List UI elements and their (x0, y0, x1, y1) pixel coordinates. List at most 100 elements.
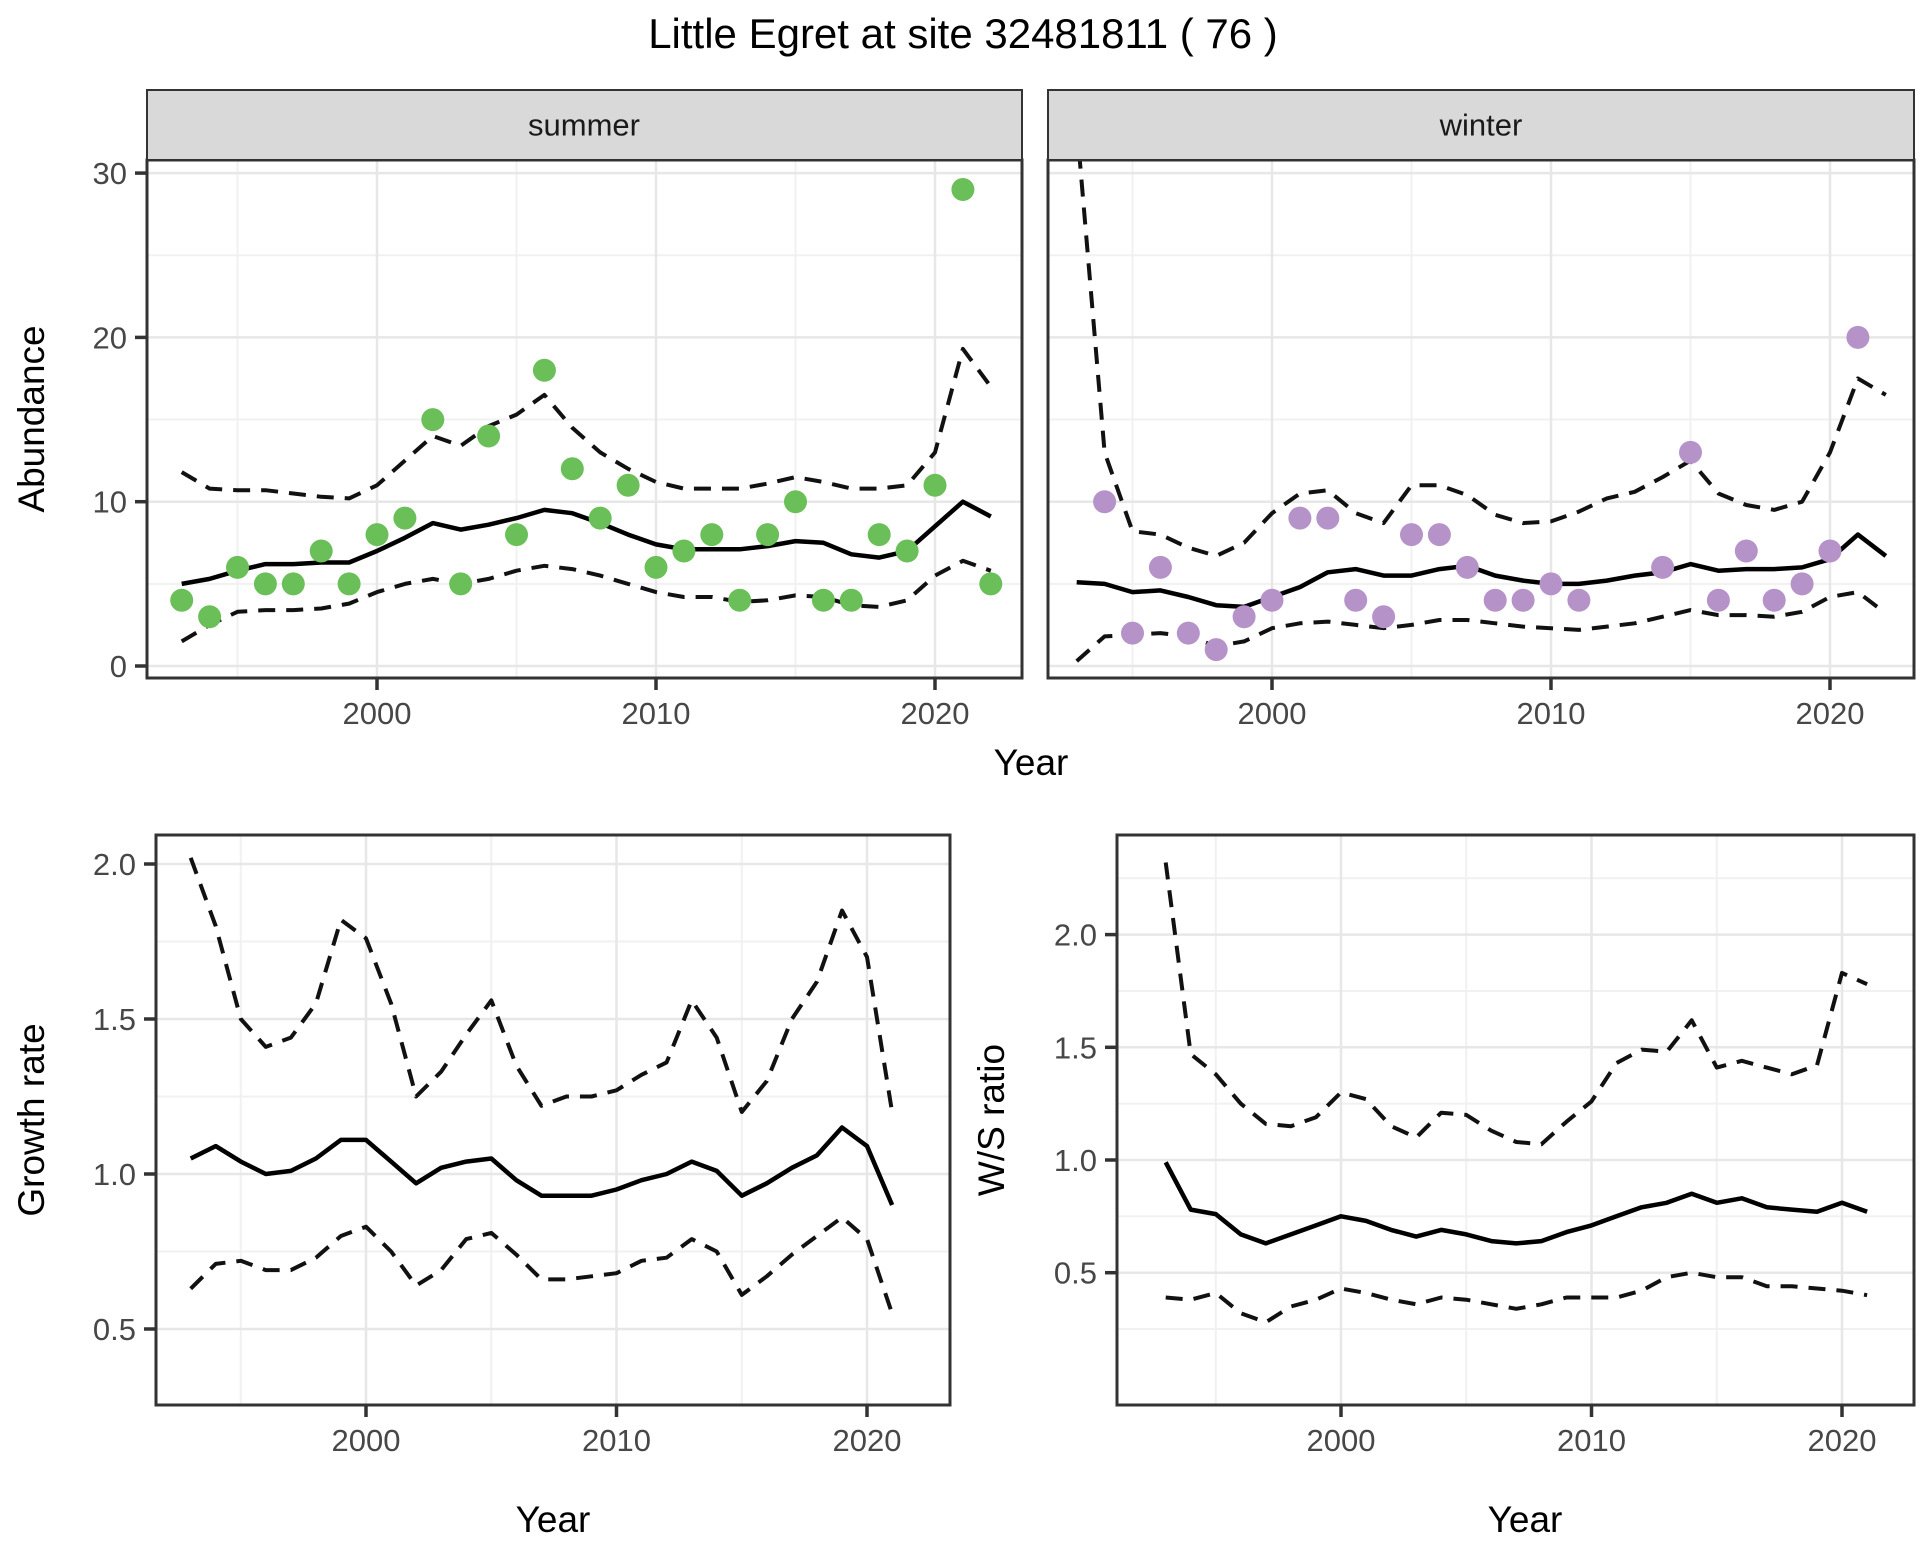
data-point (505, 523, 528, 547)
data-point (1818, 539, 1842, 563)
data-point (728, 588, 752, 612)
y-axis-title-abundance: Abundance (11, 325, 52, 512)
data-point (281, 572, 305, 596)
x-tick-label: 2020 (1808, 1423, 1877, 1458)
x-tick-label: 2010 (1557, 1423, 1626, 1458)
mean-line (189, 1125, 895, 1206)
upper-ci-line (1077, 160, 1887, 558)
mean-line (1076, 532, 1888, 610)
summer-abundance-panel: 2000 2010 2020 0 10 20 30 (93, 89, 1024, 731)
data-point (951, 178, 975, 201)
data-point (644, 555, 668, 579)
panel-background (156, 835, 950, 1405)
axis-ticks: 2000 2010 2020 0.5 1.0 1.5 2.0 (1054, 918, 1877, 1458)
data-point (867, 523, 891, 547)
data-point (560, 457, 584, 481)
data-point (700, 523, 724, 547)
x-axis-title-year-top: Year (994, 742, 1069, 783)
y-tick-label: 1.0 (93, 1157, 136, 1192)
data-point (1260, 588, 1284, 612)
data-point (1372, 605, 1396, 629)
gridlines (1117, 835, 1914, 1405)
x-tick-label: 2020 (901, 696, 970, 731)
data-point (1121, 621, 1144, 645)
data-point (198, 605, 222, 629)
data-point (1148, 555, 1172, 579)
data-point (923, 473, 947, 497)
data-point (1567, 588, 1591, 612)
data-point (1651, 555, 1675, 579)
data-point (1316, 506, 1340, 530)
data-point (1846, 325, 1870, 349)
data-point (588, 506, 612, 530)
data-point (253, 572, 277, 596)
y-tick-label: 0.5 (1054, 1256, 1097, 1291)
data-point (1288, 506, 1312, 530)
data-point (337, 572, 361, 596)
y-tick-label: 30 (93, 156, 127, 191)
data-point (421, 408, 445, 432)
data-point (1483, 588, 1507, 612)
data-point (1344, 588, 1368, 612)
lower-ci-line (1165, 1270, 1868, 1325)
data-point (1762, 588, 1786, 612)
y-tick-label: 0.5 (93, 1312, 136, 1347)
facet-strip-label-winter: winter (1439, 108, 1523, 143)
facet-strip-label-summer: summer (528, 108, 640, 143)
x-axis-title-year-bottom-right: Year (1488, 1499, 1563, 1540)
data-point (365, 523, 389, 547)
data-point (1539, 572, 1563, 596)
axis-ticks: 2000 2010 2020 (1238, 678, 1864, 731)
data-point (1427, 523, 1451, 547)
facet-strip (1047, 89, 1915, 161)
data-point (477, 424, 501, 448)
data-point (1455, 555, 1479, 579)
data-point (895, 539, 919, 563)
panel-border (1115, 833, 1916, 1407)
mean-line (181, 499, 992, 587)
data-point (1232, 605, 1256, 629)
data-point (1511, 588, 1535, 612)
data-point (1176, 621, 1200, 645)
y-axis-title-ws-ratio: W/S ratio (971, 1044, 1012, 1196)
mean-line (1163, 1161, 1868, 1246)
ws-ratio-panel: 2000 2010 2020 0.5 1.0 1.5 2.0 (1054, 833, 1916, 1458)
x-tick-label: 2010 (622, 696, 691, 731)
data-point (672, 539, 696, 563)
axis-ticks: 2000 2010 2020 0 10 20 30 (93, 156, 970, 731)
data-point (1400, 523, 1423, 547)
chart-text-layer: Little Egret at site 32481811 ( 76 ) sum… (11, 10, 1562, 1540)
axis-ticks: 2000 2010 2020 0.5 1.0 1.5 2.0 (93, 847, 902, 1458)
data-point (756, 523, 780, 547)
upper-ci-line (1163, 862, 1868, 1147)
y-tick-label: 2.0 (1054, 918, 1097, 953)
y-tick-label: 10 (93, 485, 127, 520)
lower-ci-line (180, 558, 992, 644)
y-tick-label: 0 (110, 649, 127, 684)
summer-abundance-points (170, 178, 1003, 629)
data-point (226, 555, 249, 579)
data-point (1093, 490, 1117, 514)
x-tick-label: 2000 (343, 696, 412, 731)
winter-abundance-points (1093, 325, 1870, 662)
data-point (1204, 638, 1228, 662)
data-point (1706, 588, 1730, 612)
gridlines (156, 835, 950, 1405)
y-tick-label: 1.5 (93, 1002, 136, 1037)
x-axis-title-year-bottom-left: Year (516, 1499, 591, 1540)
winter-abundance-panel: 2000 2010 2020 (1046, 89, 1916, 731)
gridlines (147, 160, 1022, 678)
data-point (979, 572, 1003, 596)
y-tick-label: 1.0 (1054, 1143, 1097, 1178)
x-tick-label: 2000 (1307, 1423, 1376, 1458)
data-point (839, 588, 863, 612)
y-axis-title-growth-rate: Growth rate (11, 1023, 52, 1216)
upper-ci-line (188, 857, 895, 1114)
x-tick-label: 2010 (1517, 696, 1586, 731)
data-point (449, 572, 473, 596)
data-point (309, 539, 333, 563)
x-tick-label: 2000 (332, 1423, 401, 1458)
